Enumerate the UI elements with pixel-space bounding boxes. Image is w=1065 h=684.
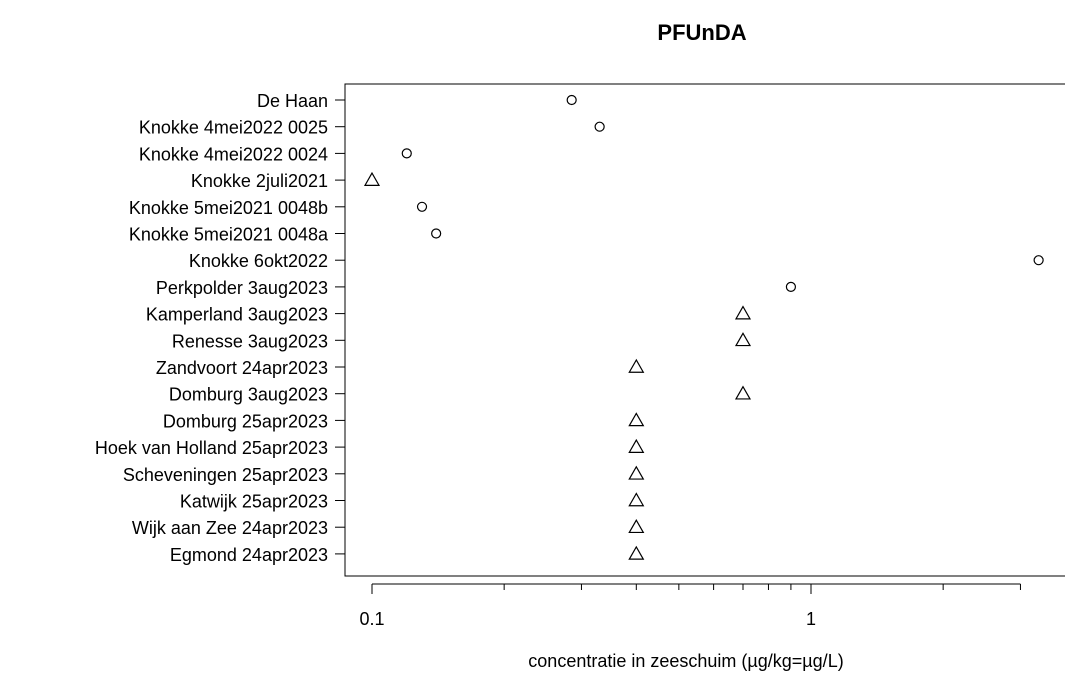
y-tick-label: Scheveningen 25apr2023 [123, 465, 328, 485]
data-point-triangle [628, 492, 645, 507]
y-tick-label: Knokke 5mei2021 0048b [129, 198, 328, 218]
data-point-triangle [363, 171, 381, 186]
data-point-triangle [628, 438, 645, 453]
data-point-triangle [734, 385, 752, 400]
data-points [363, 94, 1044, 560]
x-axis: 0.1 1 [359, 583, 1021, 629]
data-point-circle [566, 94, 577, 106]
data-point-circle [431, 228, 442, 239]
x-tick-label: 0.1 [359, 609, 384, 629]
chart-title: PFUnDA [657, 20, 746, 45]
data-point-triangle [628, 465, 645, 480]
data-point-triangle [628, 518, 645, 534]
y-tick-label: Domburg 25apr2023 [163, 411, 328, 431]
y-tick-label: Katwijk 25apr2023 [180, 492, 328, 512]
y-tick-label: Knokke 2juli2021 [191, 171, 328, 191]
y-tick-label: Knokke 4mei2022 0024 [139, 144, 328, 164]
data-point-triangle [628, 412, 645, 427]
y-tick-label: Egmond 24apr2023 [170, 545, 328, 565]
x-axis-label: concentratie in zeeschuim (µg/kg=µg/L) [528, 651, 843, 671]
y-tick-label: Knokke 5mei2021 0048a [129, 225, 329, 245]
y-tick-label: Knokke 6okt2022 [189, 251, 328, 271]
data-point-triangle [734, 305, 752, 320]
y-tick-label: Wijk aan Zee 24apr2023 [132, 518, 328, 538]
y-tick-label: Domburg 3aug2023 [169, 385, 328, 405]
y-axis: De Haan Knokke 4mei2022 0025 Knokke 4mei20… [95, 91, 345, 565]
y-tick-label: Perkpolder 3aug2023 [156, 278, 328, 298]
data-point-circle [1033, 255, 1044, 266]
y-tick-label: Zandvoort 24apr2023 [156, 358, 328, 378]
data-point-triangle [628, 545, 645, 560]
y-tick-label: Renesse 3aug2023 [172, 331, 328, 351]
data-point-triangle [734, 332, 752, 347]
data-point-circle [416, 201, 428, 212]
y-tick-label: Kamperland 3aug2023 [146, 305, 328, 325]
x-tick-label: 1 [806, 609, 816, 629]
y-tick-label: Hoek van Holland 25apr2023 [95, 438, 328, 458]
data-point-circle [594, 121, 605, 132]
data-point-circle [401, 148, 412, 159]
y-tick-label: De Haan [257, 91, 328, 111]
y-tick-label: Knokke 4mei2022 0025 [139, 118, 328, 138]
data-point-circle [785, 281, 797, 292]
data-point-triangle [628, 358, 645, 373]
plot-frame [344, 83, 1065, 577]
